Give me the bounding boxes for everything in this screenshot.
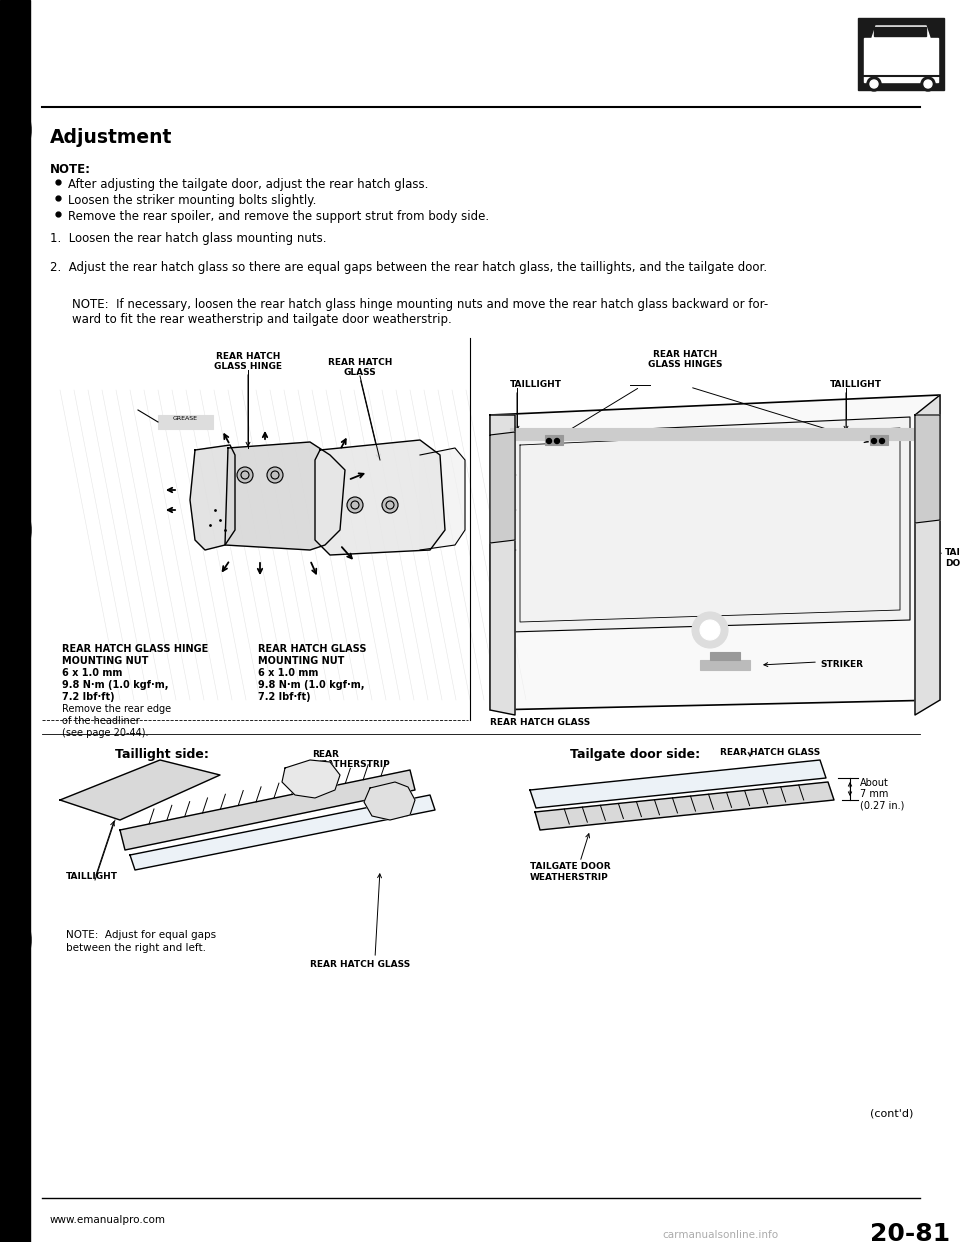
Text: REAR HATCH: REAR HATCH: [216, 351, 280, 361]
Polygon shape: [120, 770, 415, 850]
Text: of the headliner: of the headliner: [62, 715, 140, 727]
Circle shape: [546, 438, 551, 443]
Bar: [858, 17, 944, 89]
Polygon shape: [490, 415, 515, 715]
Ellipse shape: [0, 503, 31, 558]
Polygon shape: [60, 760, 220, 820]
Text: WEATHERSTRIP: WEATHERSTRIP: [312, 760, 391, 769]
Polygon shape: [915, 415, 940, 523]
Polygon shape: [282, 760, 340, 799]
Text: 7.2 lbf·ft): 7.2 lbf·ft): [62, 692, 114, 702]
Text: Taillight side:: Taillight side:: [115, 748, 209, 761]
Bar: [0, 0, 30, 1242]
Polygon shape: [315, 440, 445, 555]
Text: Adjustment: Adjustment: [50, 128, 173, 147]
Circle shape: [921, 77, 935, 91]
Text: TAILLIGHT: TAILLIGHT: [66, 872, 118, 881]
Text: REAR HATCH GLASS: REAR HATCH GLASS: [490, 718, 590, 727]
Text: GLASS: GLASS: [344, 368, 376, 378]
Bar: [710, 652, 740, 660]
Text: REAR HATCH GLASS: REAR HATCH GLASS: [310, 960, 410, 969]
Bar: [158, 415, 213, 428]
Text: (cont'd): (cont'd): [870, 1108, 913, 1118]
Circle shape: [924, 79, 932, 88]
Polygon shape: [225, 442, 345, 550]
Text: REAR: REAR: [312, 750, 339, 759]
Text: 9.8 N·m (1.0 kgf·m,: 9.8 N·m (1.0 kgf·m,: [62, 681, 169, 691]
Text: 1.  Loosen the rear hatch glass mounting nuts.: 1. Loosen the rear hatch glass mounting …: [50, 232, 326, 245]
Text: 7 mm: 7 mm: [860, 789, 888, 799]
Text: carmanualsonline.info: carmanualsonline.info: [662, 1230, 778, 1240]
Text: REAR HATCH: REAR HATCH: [327, 358, 393, 366]
Polygon shape: [530, 760, 826, 809]
Circle shape: [700, 620, 720, 640]
Text: 7.2 lbf·ft): 7.2 lbf·ft): [258, 692, 311, 702]
Circle shape: [237, 467, 253, 483]
Polygon shape: [915, 395, 940, 715]
Bar: [870, 435, 888, 445]
Circle shape: [555, 438, 560, 443]
Text: TAILLIGHT: TAILLIGHT: [830, 380, 882, 389]
Text: ward to fit the rear weatherstrip and tailgate door weatherstrip.: ward to fit the rear weatherstrip and ta…: [72, 313, 452, 325]
Circle shape: [872, 438, 876, 443]
Text: GLASS HINGE: GLASS HINGE: [214, 361, 282, 371]
Bar: [874, 27, 926, 36]
Text: NOTE:  If necessary, loosen the rear hatch glass hinge mounting nuts and move th: NOTE: If necessary, loosen the rear hatc…: [72, 298, 768, 310]
Text: About: About: [860, 777, 889, 787]
Text: Remove the rear spoiler, and remove the support strut from body side.: Remove the rear spoiler, and remove the …: [68, 210, 490, 224]
Polygon shape: [190, 445, 235, 550]
Text: TAILLIGHT: TAILLIGHT: [510, 380, 562, 389]
Text: DOOR: DOOR: [945, 559, 960, 568]
Bar: [700, 660, 750, 669]
Text: MOUNTING NUT: MOUNTING NUT: [62, 656, 149, 666]
Text: 9.8 N·m (1.0 kgf·m,: 9.8 N·m (1.0 kgf·m,: [258, 681, 365, 691]
Polygon shape: [490, 432, 515, 543]
Circle shape: [382, 497, 398, 513]
Text: TAILGATE DOOR: TAILGATE DOOR: [530, 862, 611, 871]
Text: MOUNTING NUT: MOUNTING NUT: [258, 656, 345, 666]
Text: between the right and left.: between the right and left.: [66, 943, 206, 953]
Text: REAR HATCH GLASS HINGE: REAR HATCH GLASS HINGE: [62, 645, 208, 655]
Polygon shape: [420, 448, 465, 550]
Text: After adjusting the tailgate door, adjust the rear hatch glass.: After adjusting the tailgate door, adjus…: [68, 178, 428, 191]
Circle shape: [870, 79, 878, 88]
Polygon shape: [510, 417, 910, 632]
Text: www.emanualpro.com: www.emanualpro.com: [50, 1215, 166, 1225]
Polygon shape: [130, 795, 435, 869]
Circle shape: [692, 612, 728, 648]
Text: NOTE:: NOTE:: [50, 163, 91, 176]
Text: (see page 20-44).: (see page 20-44).: [62, 728, 149, 738]
Text: Loosen the striker mounting bolts slightly.: Loosen the striker mounting bolts slight…: [68, 194, 317, 207]
Text: Remove the rear edge: Remove the rear edge: [62, 704, 171, 714]
Text: NOTE:  Adjust for equal gaps: NOTE: Adjust for equal gaps: [66, 930, 216, 940]
Text: Tailgate door side:: Tailgate door side:: [570, 748, 700, 761]
Circle shape: [867, 77, 881, 91]
Circle shape: [267, 467, 283, 483]
Text: 6 x 1.0 mm: 6 x 1.0 mm: [258, 668, 319, 678]
Polygon shape: [864, 39, 938, 82]
Text: STRIKER: STRIKER: [820, 660, 863, 669]
Text: REAR HATCH GLASS: REAR HATCH GLASS: [720, 748, 820, 758]
Polygon shape: [535, 782, 834, 830]
Text: TAILGATE: TAILGATE: [945, 548, 960, 556]
Bar: [545, 435, 563, 445]
Polygon shape: [490, 395, 940, 710]
Text: 6 x 1.0 mm: 6 x 1.0 mm: [62, 668, 122, 678]
Text: REAR HATCH GLASS: REAR HATCH GLASS: [258, 645, 367, 655]
Polygon shape: [364, 782, 415, 820]
Text: 20-81: 20-81: [870, 1222, 950, 1242]
Circle shape: [347, 497, 363, 513]
Text: REAR HATCH: REAR HATCH: [653, 350, 717, 359]
Polygon shape: [872, 26, 930, 39]
Bar: [510, 428, 915, 440]
Text: GLASS HINGES: GLASS HINGES: [648, 360, 722, 369]
Text: (0.27 in.): (0.27 in.): [860, 800, 904, 810]
Text: GREASE: GREASE: [173, 416, 198, 421]
Text: 2.  Adjust the rear hatch glass so there are equal gaps between the rear hatch g: 2. Adjust the rear hatch glass so there …: [50, 261, 767, 274]
Ellipse shape: [0, 103, 31, 158]
Ellipse shape: [0, 913, 31, 968]
Circle shape: [879, 438, 884, 443]
Text: WEATHERSTRIP: WEATHERSTRIP: [530, 873, 609, 882]
